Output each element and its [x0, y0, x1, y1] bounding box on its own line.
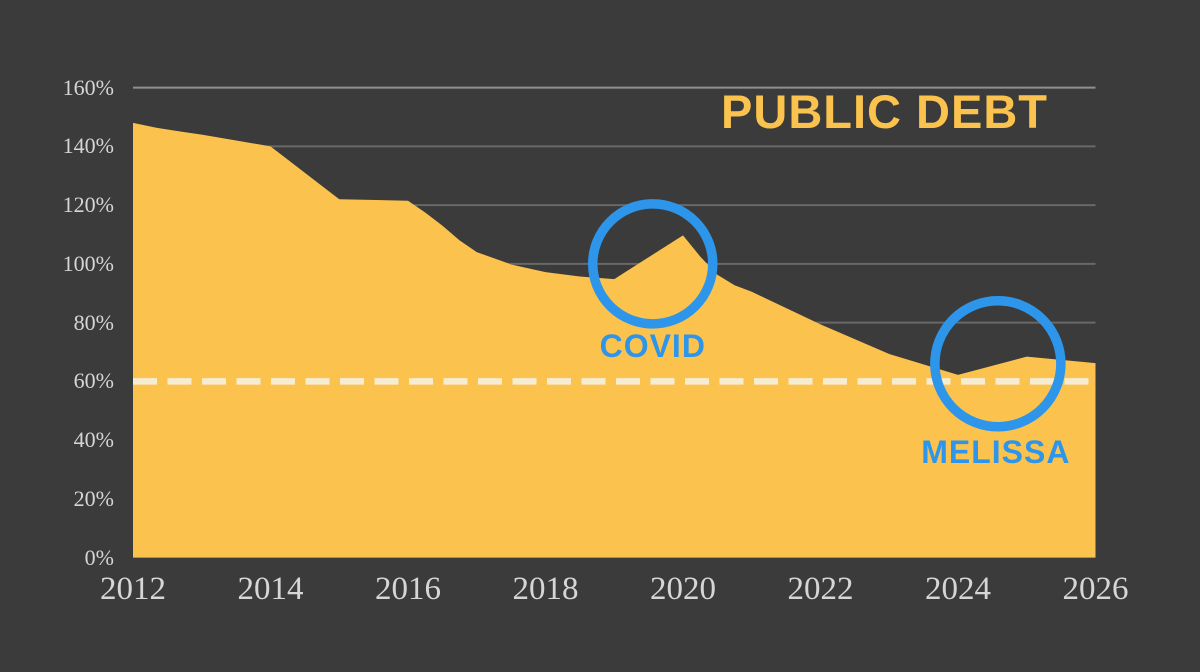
- chart-title: PUBLIC DEBT: [721, 85, 1048, 138]
- y-tick-label-140%: 140%: [62, 133, 114, 159]
- y-tick-label-120%: 120%: [62, 192, 114, 218]
- y-tick-label-80%: 80%: [73, 309, 114, 335]
- x-tick-label-2018: 2018: [512, 571, 579, 607]
- x-tick-label-2012: 2012: [100, 571, 166, 607]
- annotation-label-melissa: MELISSA: [921, 433, 1071, 470]
- annotation-circle-covid: [588, 199, 718, 329]
- y-tick-label-40%: 40%: [73, 427, 114, 453]
- x-tick-label-2016: 2016: [375, 571, 441, 607]
- x-tick-label-2020: 2020: [650, 571, 716, 607]
- y-tick-label-0%: 0%: [84, 544, 114, 570]
- y-tick-label-60%: 60%: [73, 368, 114, 394]
- x-tick-label-2026: 2026: [1062, 571, 1129, 607]
- debt-area: [133, 122, 1096, 558]
- x-tick-label-2024: 2024: [925, 571, 991, 607]
- y-tick-label-160%: 160%: [62, 74, 114, 100]
- x-tick-label-2014: 2014: [237, 571, 304, 607]
- annotation-label-covid: COVID: [599, 328, 706, 365]
- annotation-circle-melissa: [930, 295, 1066, 432]
- y-tick-label-20%: 20%: [73, 485, 114, 511]
- y-tick-label-100%: 100%: [62, 250, 114, 276]
- x-tick-label-2022: 2022: [787, 571, 854, 607]
